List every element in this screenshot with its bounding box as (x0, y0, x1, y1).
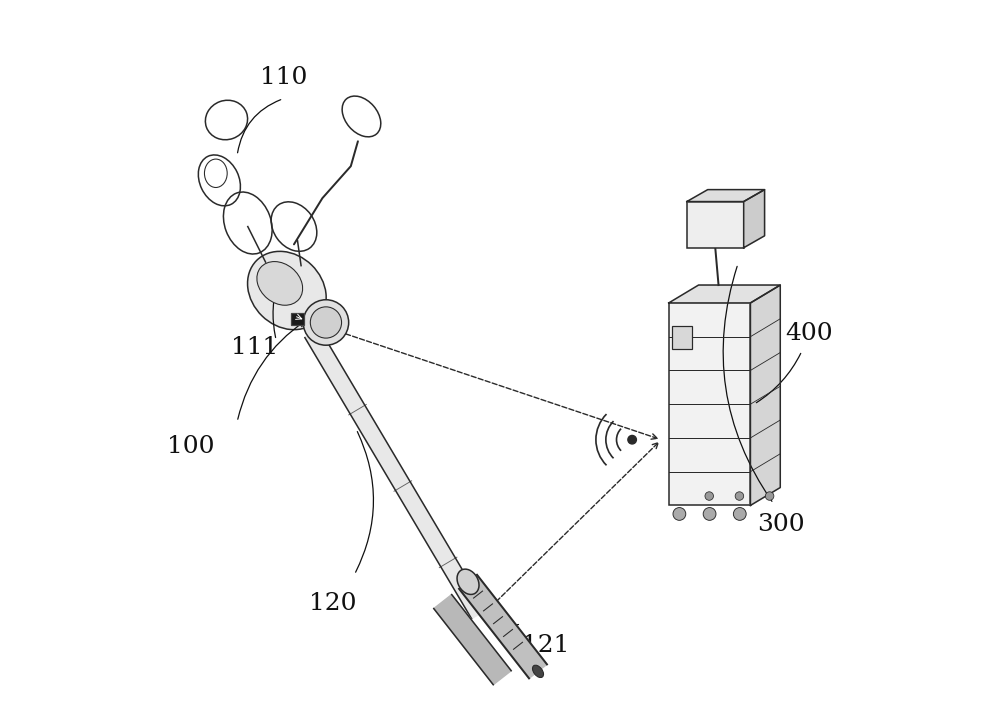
Polygon shape (744, 190, 765, 248)
Polygon shape (750, 285, 780, 505)
Circle shape (735, 492, 744, 500)
Ellipse shape (257, 261, 303, 305)
Polygon shape (669, 285, 780, 303)
Text: 120: 120 (309, 591, 357, 614)
Bar (669, 303, 750, 505)
Circle shape (310, 307, 342, 338)
Circle shape (765, 492, 774, 500)
Bar (672, 326, 692, 349)
Text: 110: 110 (260, 66, 307, 89)
Text: 100: 100 (167, 435, 215, 458)
Ellipse shape (457, 569, 479, 594)
Polygon shape (459, 575, 547, 678)
Ellipse shape (532, 665, 544, 677)
Circle shape (673, 508, 686, 521)
Bar (687, 202, 744, 248)
Circle shape (733, 508, 746, 521)
Text: 111: 111 (231, 336, 279, 359)
Circle shape (703, 508, 716, 521)
Polygon shape (687, 190, 765, 202)
Text: 300: 300 (757, 513, 804, 536)
Text: 121: 121 (522, 634, 570, 657)
Circle shape (705, 492, 713, 500)
Polygon shape (305, 329, 486, 619)
Circle shape (303, 300, 349, 345)
Bar (291, 312, 304, 325)
Circle shape (628, 435, 636, 444)
Polygon shape (434, 594, 511, 684)
Text: 400: 400 (785, 321, 833, 344)
Ellipse shape (248, 251, 326, 329)
